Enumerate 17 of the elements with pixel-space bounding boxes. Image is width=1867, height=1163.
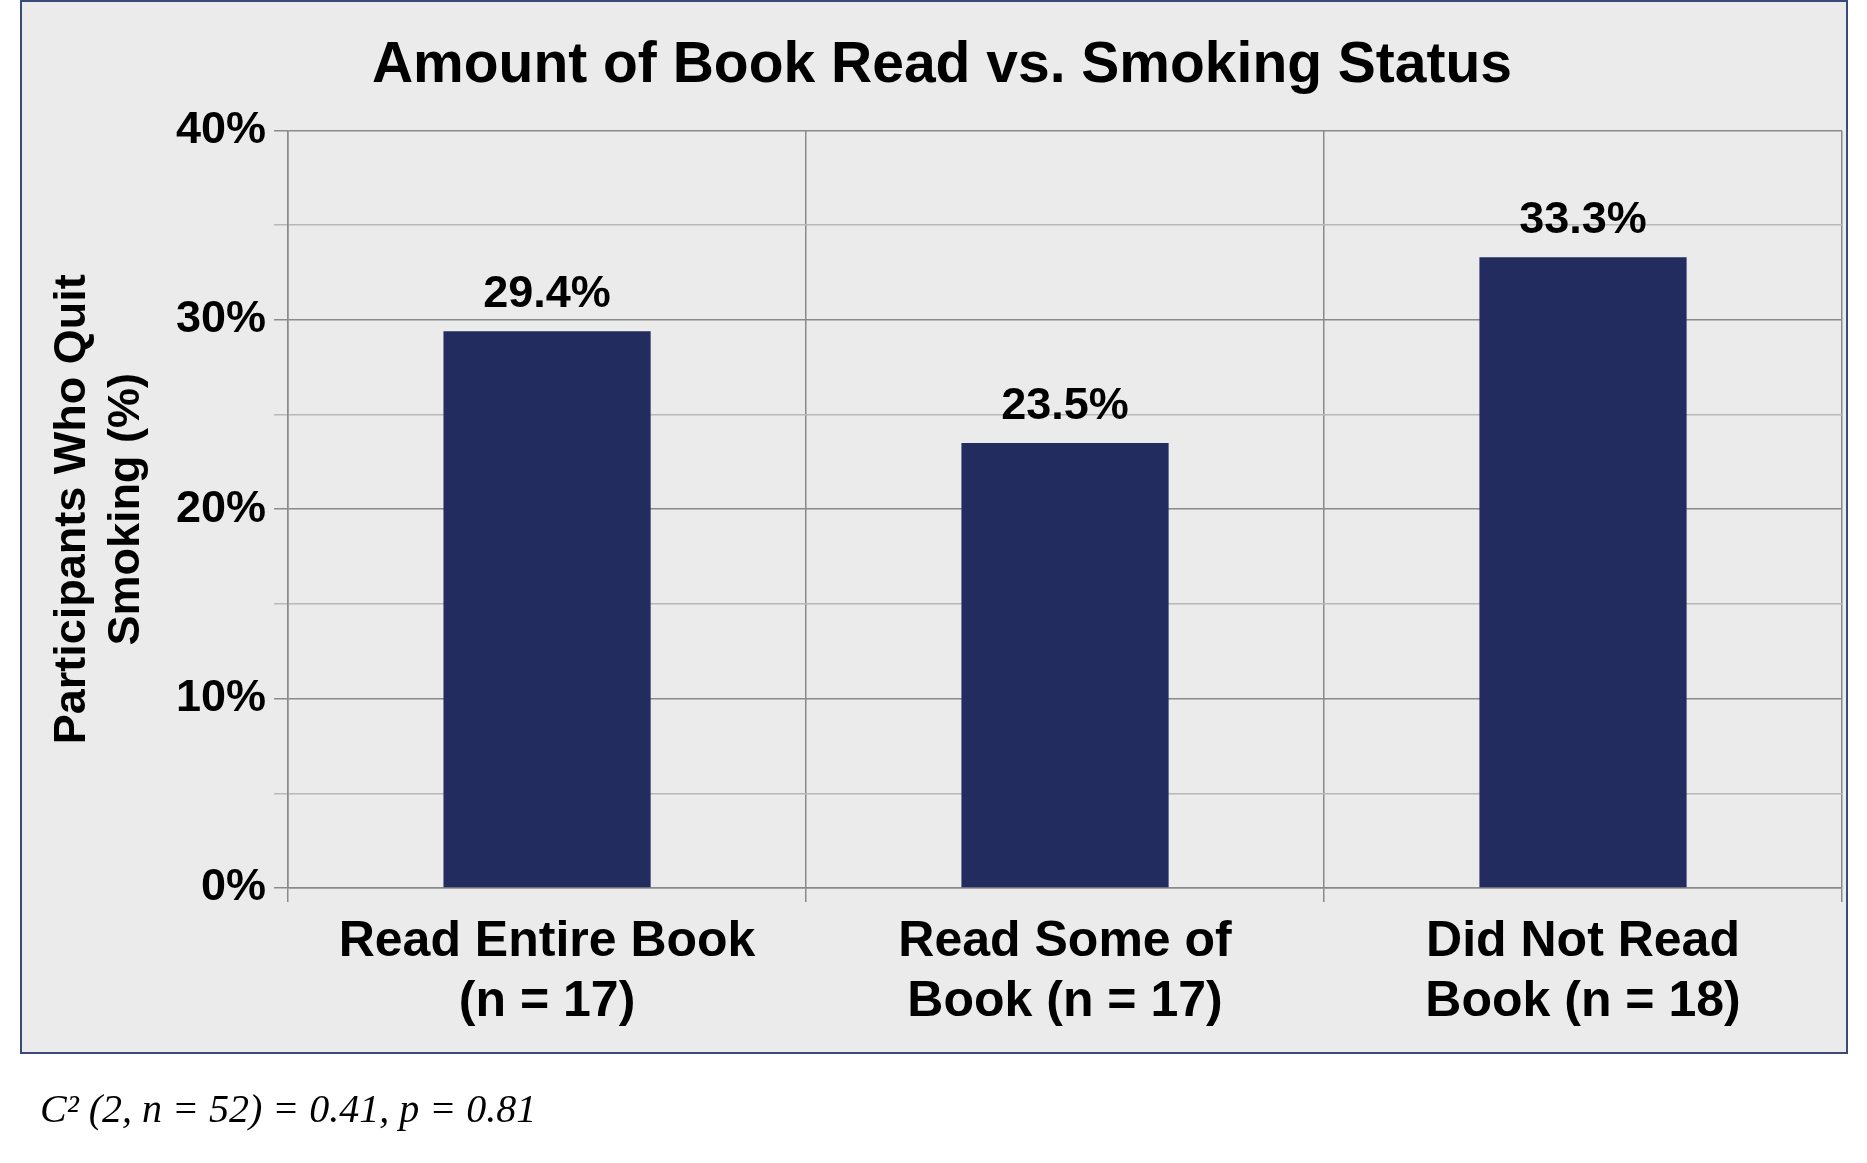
y-tick-label: 20%	[175, 480, 267, 532]
y-tick-label: 30%	[175, 291, 267, 343]
x-tick-label: Read Entire Book (n = 17)	[338, 910, 756, 1027]
y-tick-label: 0%	[201, 859, 267, 911]
x-tick-label: Read Some of Book (n = 17)	[898, 910, 1233, 1027]
data-label: 23.5%	[1001, 377, 1129, 429]
y-axis-title: Participants Who Quit Smoking (%)	[44, 274, 150, 745]
data-label: 29.4%	[483, 266, 611, 318]
bar	[961, 442, 1169, 888]
x-tick-label: Did Not Read Book (n = 18)	[1425, 910, 1741, 1027]
bar	[443, 331, 651, 888]
chart-title: Amount of Book Read vs. Smoking Status	[371, 29, 1513, 94]
y-tick-label: 10%	[175, 670, 267, 722]
text: C² (2, n = 52) = 0.41, p = 0.81	[40, 1085, 537, 1132]
data-label: 33.3%	[1519, 192, 1647, 244]
y-tick-label: 40%	[175, 101, 267, 153]
bar	[1479, 257, 1687, 888]
